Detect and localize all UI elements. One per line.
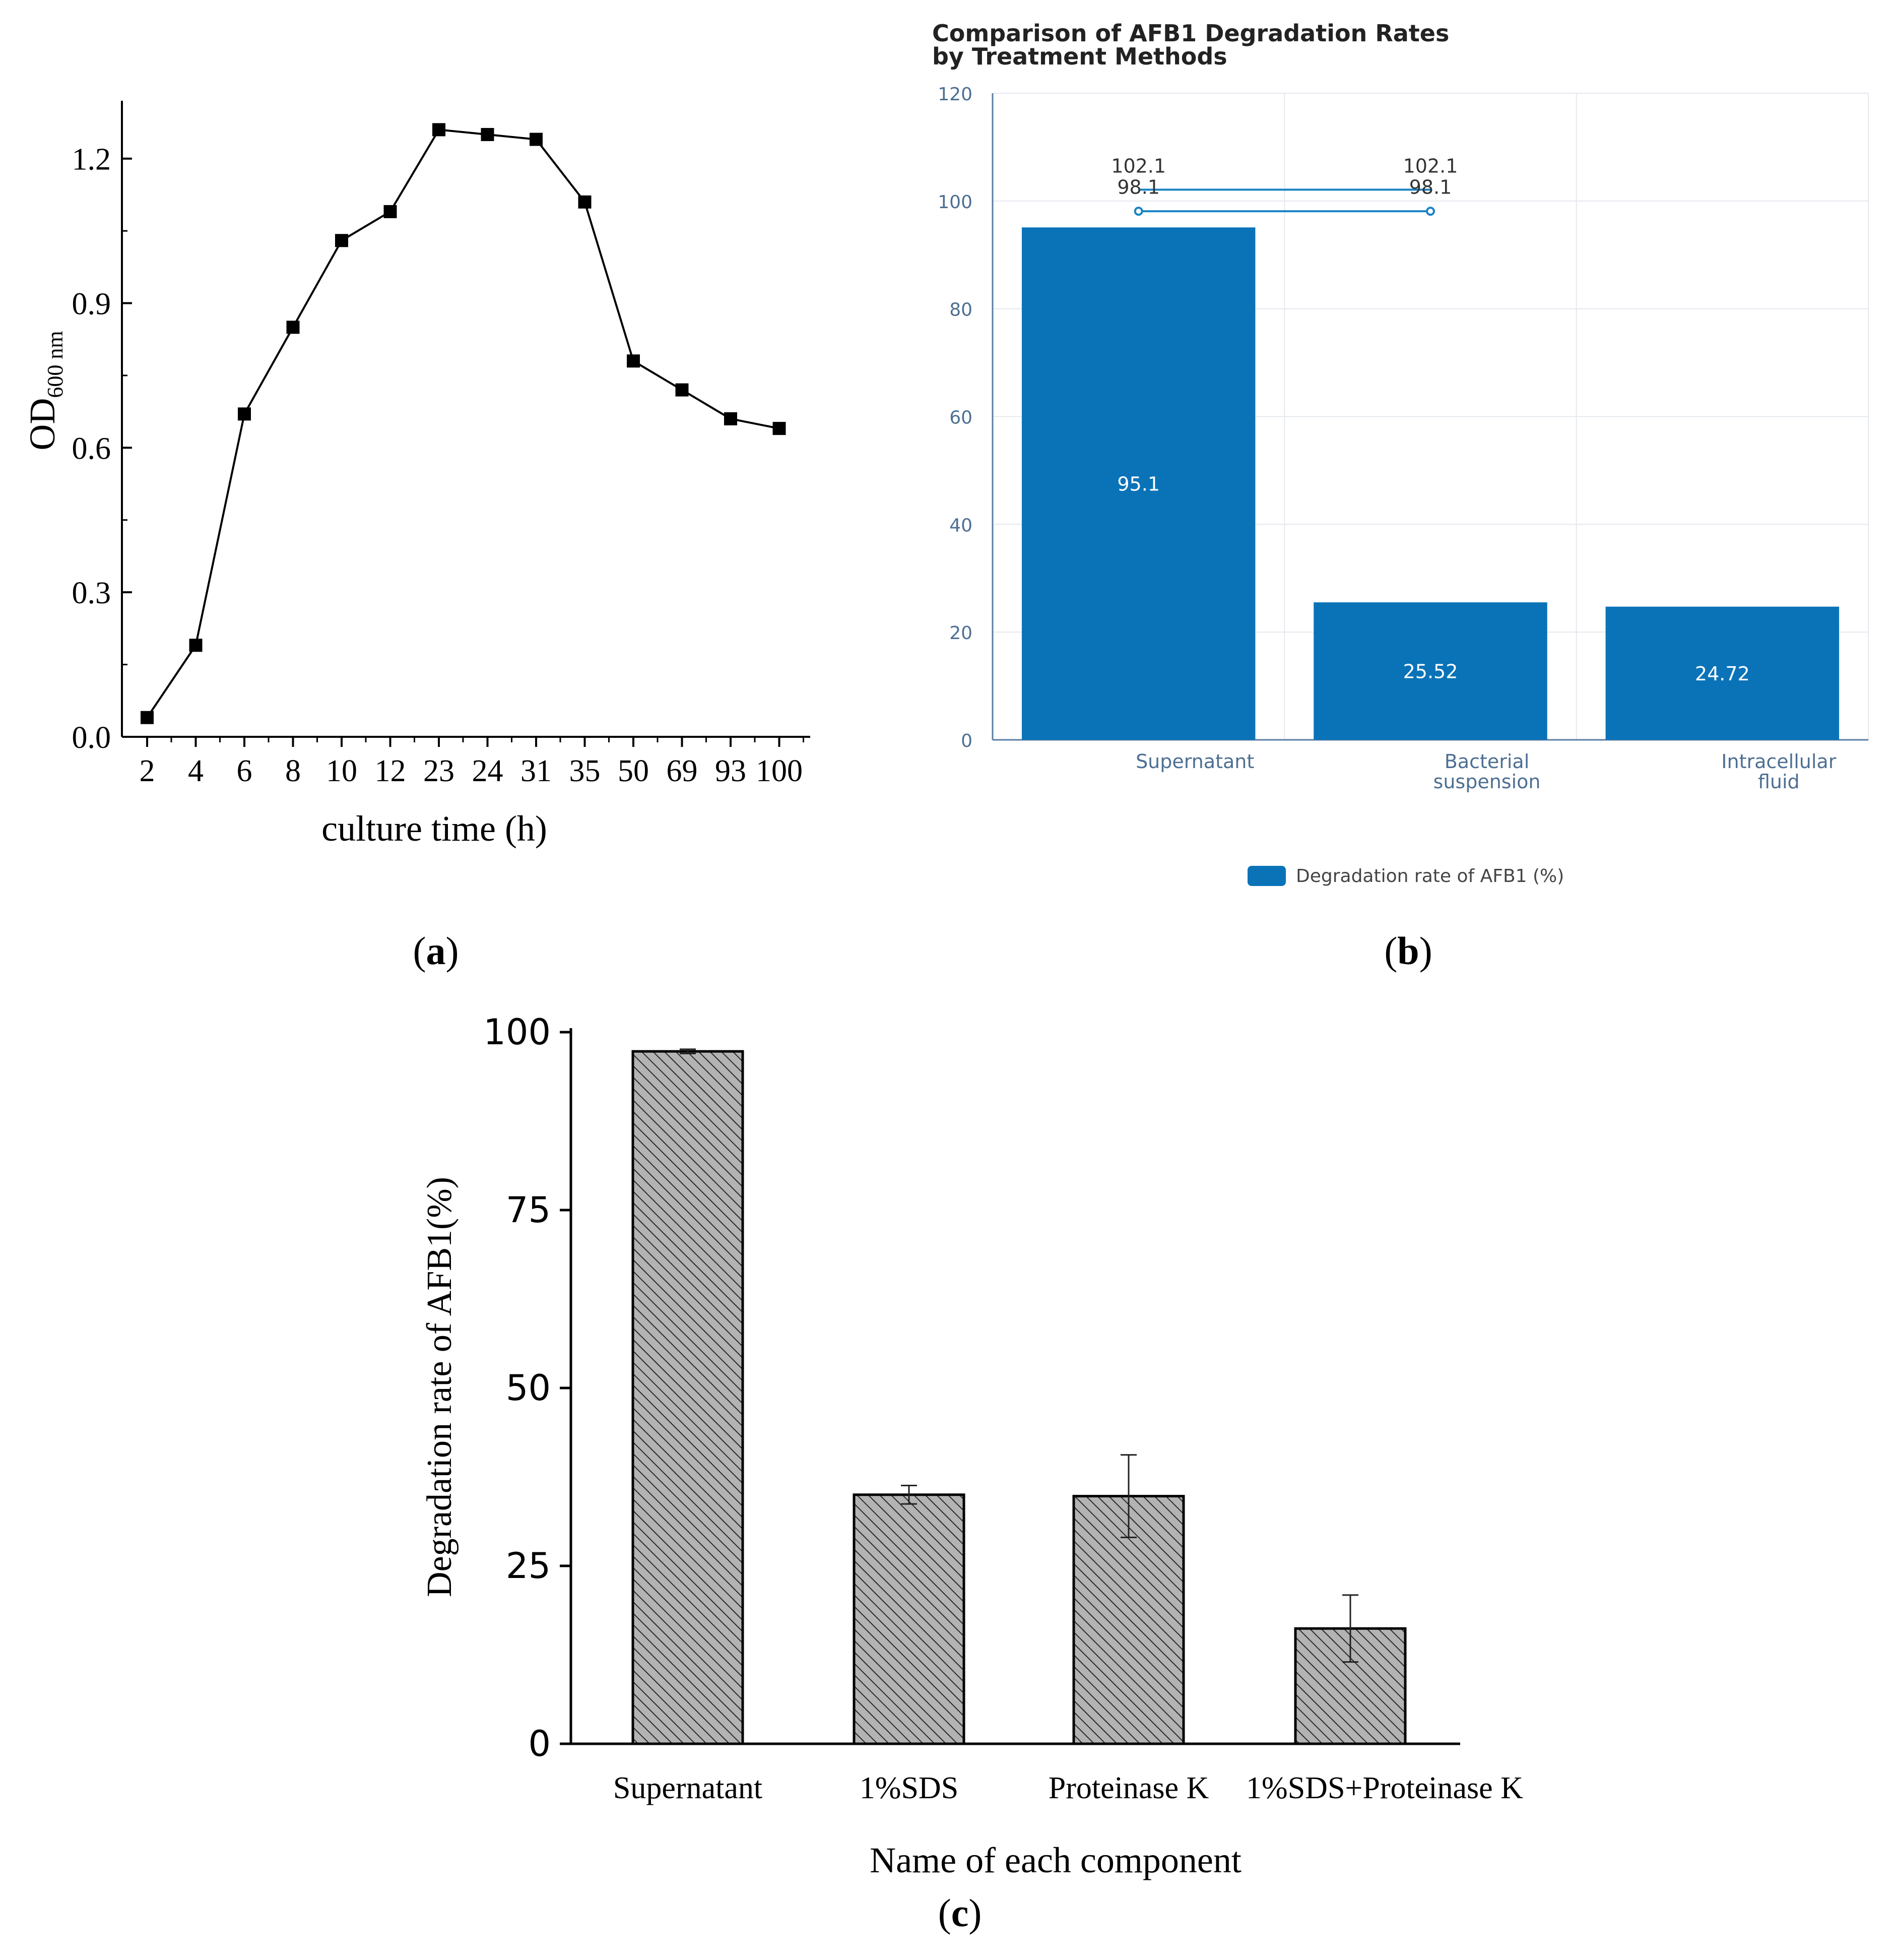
panel-b-x-tick-label: suspension — [1433, 771, 1541, 793]
panel-c-y-tick-label: 75 — [506, 1189, 551, 1231]
panel-b-legend-label: Degradation rate of AFB1 (%) — [1296, 866, 1564, 887]
panel-c-x-tick-label: Supernatant — [613, 1771, 762, 1805]
panel-c-y-tick-label: 25 — [506, 1545, 551, 1587]
panel-b-bar-data-label: 95.1 — [1117, 473, 1160, 495]
panel-c-x-tick-label: 1%SDS — [860, 1771, 958, 1805]
panel-b-bars: 95.1 25.52 24.72 — [1021, 227, 1840, 740]
panel-a-data-point — [530, 133, 543, 146]
panel-a-data-point — [335, 234, 348, 247]
panel-a-axes — [121, 101, 810, 738]
panel-a-data-point — [383, 205, 397, 218]
panel-b-significance-upper-label: 102.1 — [1403, 155, 1458, 177]
panel-a-x-tick-label: 23 — [423, 754, 454, 788]
panel-a-y-axis-title-main: OD — [22, 398, 62, 451]
panel-b-y-tick-label: 40 — [949, 515, 972, 536]
panel-b-significance-lower-label: 98.1 — [1117, 176, 1160, 198]
panel-a-y-axis-title-sub: 600 nm — [43, 331, 68, 398]
panel-a-data-point — [189, 639, 203, 652]
panel-c-y-tick-label: 0 — [528, 1723, 551, 1764]
panel-b-bar — [1314, 602, 1547, 740]
panel-b-significance-lower-label: 98.1 — [1409, 176, 1452, 198]
panel-c-label: (c) — [938, 1891, 982, 1935]
panel-a-x-tick-label: 4 — [188, 754, 204, 788]
panel-a-label: (a) — [413, 929, 459, 973]
panel-a-y-ticks: 0.0 0.3 0.6 0.9 1.2 — [72, 143, 132, 755]
panel-b-bar — [1021, 227, 1256, 740]
panel-b-title-line-2: by Treatment Methods — [932, 43, 1227, 70]
panel-c-x-tick-label: 1%SDS+Proteinase K — [1246, 1771, 1523, 1805]
panel-a-x-tick-label: 6 — [237, 754, 252, 788]
panel-a-x-tick-label: 8 — [285, 754, 301, 788]
panel-c-y-tick-label: 50 — [506, 1367, 551, 1409]
panel-b-legend-swatch — [1248, 866, 1286, 886]
panel-c-y-ticks: 0 25 50 75 100 — [483, 1011, 571, 1764]
panel-a-data-point — [772, 422, 786, 435]
panel-c-bar-chart: 0 25 50 75 100 Supernatant 1%SDS Proteinase K 1… — [420, 1011, 1523, 1935]
panel-b-significance-point — [1134, 207, 1143, 216]
panel-a-data-point — [286, 321, 300, 334]
panel-c-x-axis-title: Name of each component — [870, 1840, 1242, 1880]
panel-c-bars — [631, 1048, 1407, 1745]
panel-a-data-point — [675, 383, 689, 397]
panel-a-data-point — [578, 195, 592, 209]
panel-b-significance-point — [1426, 207, 1435, 216]
panel-c-x-tick-label: Proteinase K — [1049, 1771, 1209, 1805]
panel-a-x-tick-label: 10 — [326, 754, 357, 788]
panel-c-bar — [631, 1050, 744, 1745]
panel-b-title-line-1: Comparison of AFB1 Degradation Rates — [932, 20, 1449, 47]
panel-a-x-tick-label: 93 — [715, 754, 746, 788]
panel-a-x-tick-label: 24 — [472, 754, 503, 788]
panel-b-y-tick-label: 120 — [938, 84, 972, 105]
panel-a-data-point — [432, 123, 445, 137]
panel-b-y-tick-label: 0 — [961, 731, 972, 751]
panel-b-bar-chart: Comparison of AFB1 Degradation Rates by … — [932, 20, 1869, 973]
panel-a-y-tick-label: 0.9 — [72, 287, 111, 322]
panel-a-data-point — [141, 711, 154, 724]
panel-b-x-tick-label: Supernatant — [1136, 750, 1254, 773]
panel-a-data-point — [724, 412, 737, 425]
panel-a-line-chart: 0.00.30.60.91.2 2 4 6 8 10 12 23 24 31 35 50 69 93 10… — [22, 101, 810, 973]
panel-a-x-tick-label: 69 — [667, 754, 698, 788]
panel-b-y-tick-label: 60 — [949, 408, 972, 428]
panel-b-label: (b) — [1384, 929, 1432, 973]
panel-b-y-tick-label: 100 — [938, 192, 972, 213]
panel-c-axes — [569, 1028, 1460, 1745]
panel-a-x-tick-label: 31 — [520, 754, 552, 788]
panel-b-significance-upper-label: 102.1 — [1111, 155, 1166, 177]
panel-c-y-tick-label: 100 — [483, 1011, 551, 1053]
panel-a-x-tick-label: 50 — [618, 754, 649, 788]
panel-a-y-tick-label: 1.2 — [72, 143, 111, 177]
panel-a-data-point — [481, 128, 494, 141]
panel-a-x-tick-label: 100 — [756, 754, 803, 788]
panel-a-x-tick-label: 12 — [375, 754, 406, 788]
panel-b-y-ticks: 0 20 40 60 80 100 120 — [938, 84, 972, 751]
panel-b-bar-data-label: 24.72 — [1695, 663, 1750, 685]
panel-b-x-tick-label: fluid — [1758, 771, 1800, 793]
panel-a-y-tick-label: 0.3 — [72, 576, 111, 610]
panel-a-y-tick-label: 0.6 — [72, 431, 111, 466]
panel-b-legend: Degradation rate of AFB1 (%) — [1248, 866, 1564, 887]
panel-b-x-tick-label: Bacterial — [1445, 750, 1530, 773]
panel-c-bar — [853, 1493, 965, 1745]
panel-c-x-ticks: Supernatant 1%SDS Proteinase K 1%SDS+Protei… — [613, 1771, 1523, 1805]
panel-a-y-axis-title: OD600 nm — [22, 331, 68, 450]
panel-a-data-point — [238, 407, 251, 421]
panel-a-series — [141, 123, 786, 724]
panel-a-y-tick-label: 0.0 — [72, 721, 111, 755]
panel-a-series-line — [146, 129, 779, 718]
panel-a-data-point — [627, 354, 640, 368]
panel-a-x-tick-label: 2 — [140, 754, 155, 788]
panel-a-x-axis-title: culture time (h) — [321, 808, 547, 849]
panel-b-y-tick-label: 20 — [949, 623, 972, 644]
panel-a-x-tick-label: 35 — [569, 754, 601, 788]
panel-b-bar — [1605, 606, 1840, 740]
panel-b-y-tick-label: 80 — [949, 300, 972, 321]
panel-b-x-tick-label: Intracellular — [1721, 750, 1836, 773]
panel-c-y-axis-title: Degradation rate of AFB1(%) — [420, 1177, 459, 1597]
panel-b-bar-data-label: 25.52 — [1403, 661, 1458, 683]
panel-a-x-ticks: 2 4 6 8 10 12 23 24 31 35 50 69 93 100 — [140, 737, 804, 788]
